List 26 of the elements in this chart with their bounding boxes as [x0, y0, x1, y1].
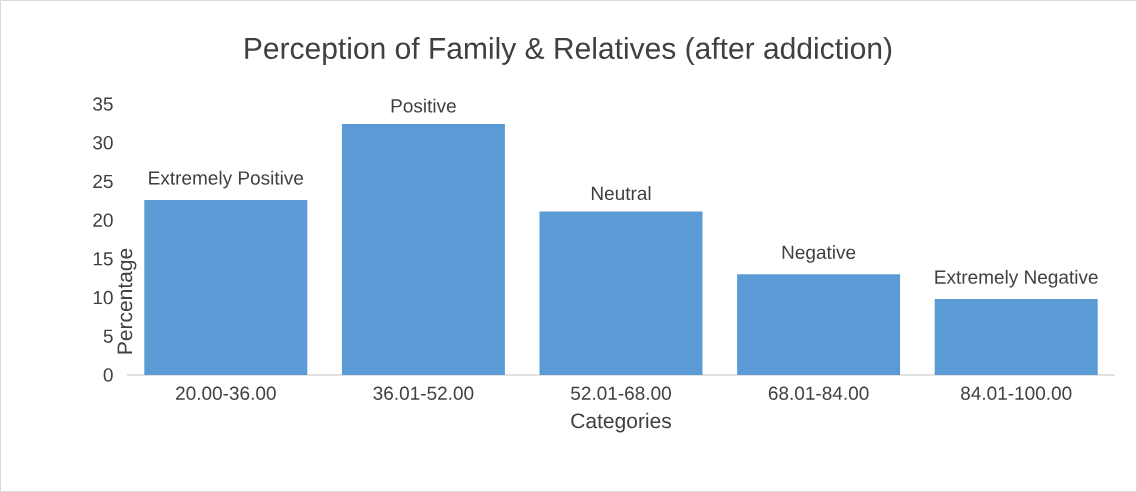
y-tick-label: 0: [103, 368, 113, 382]
chart-title: Perception of Family & Relatives (after addiction): [245, 37, 892, 65]
bar: [144, 200, 308, 375]
annotation: Negative: [782, 245, 856, 263]
bar: [539, 211, 703, 375]
y-tick-label: 15: [93, 252, 113, 266]
y-tick-label: 10: [93, 290, 113, 305]
y-tick-label: 35: [93, 97, 113, 111]
x-tick-label: 84.01-100.00: [961, 386, 1072, 400]
y-tick-label: 30: [93, 135, 113, 150]
y-tick-label: 25: [93, 174, 113, 189]
y-tick-label: 5: [103, 329, 113, 343]
annotation: Extremely Negative: [935, 269, 1098, 288]
annotation: Extremely Positive: [149, 170, 304, 189]
bar: [341, 124, 505, 375]
y-tick-label: 20: [93, 213, 113, 227]
x-tick-label: 68.01-84.00: [768, 386, 869, 400]
y-axis-title: Percentage: [117, 248, 137, 354]
x-tick-label: 52.01-68.00: [571, 386, 671, 400]
x-tick-label: 20.00-36.00: [176, 386, 276, 400]
bar: [934, 299, 1098, 375]
annotation: Positive: [391, 98, 456, 113]
bar: [737, 274, 901, 375]
x-tick-label: 36.01-52.00: [373, 386, 474, 400]
x-axis-title: Categories: [571, 412, 671, 433]
annotation: Neutral: [591, 186, 651, 201]
